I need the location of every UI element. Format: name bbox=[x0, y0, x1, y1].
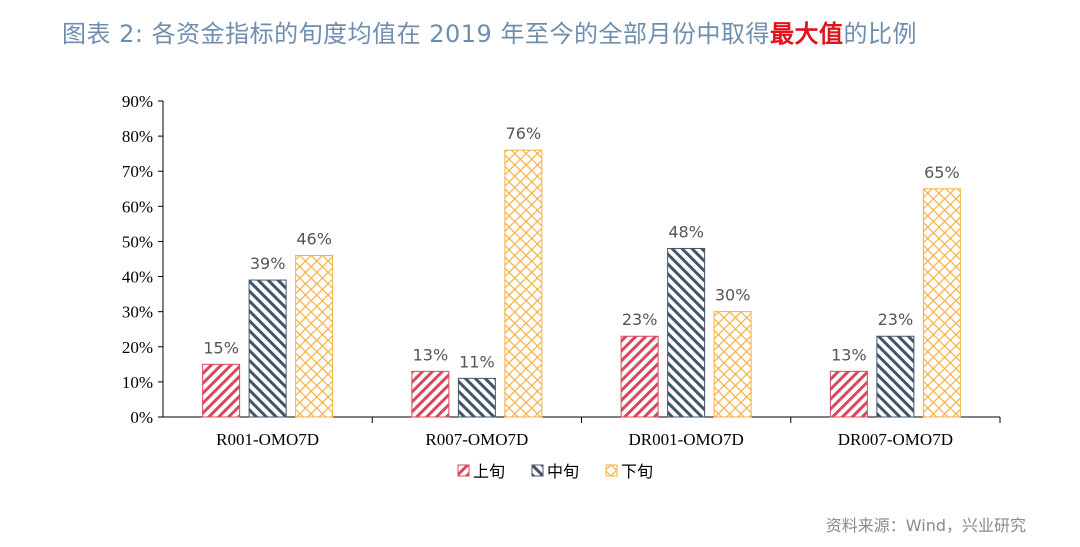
y-tick-label: 40% bbox=[122, 268, 153, 287]
chart-title: 图表 2: 各资金指标的旬度均值在 2019 年至今的全部月份中取得最大值的比例 bbox=[62, 14, 917, 49]
y-tick-label: 10% bbox=[122, 373, 153, 392]
x-tick-label: DR007-OMO7D bbox=[838, 430, 953, 449]
data-label: 13% bbox=[831, 345, 867, 364]
source-note: 资料来源：Wind，兴业研究 bbox=[825, 516, 1026, 535]
title-text: 图表 2: 各资金指标的旬度均值在 2019 年至今的全部月份中取得 bbox=[62, 20, 770, 48]
y-tick-label: 60% bbox=[122, 197, 153, 216]
legend-label: 下旬 bbox=[621, 462, 653, 481]
legend-label: 中旬 bbox=[547, 462, 579, 481]
bar bbox=[829, 370, 868, 418]
y-tick-label: 30% bbox=[122, 303, 153, 322]
y-tick-label: 70% bbox=[122, 162, 153, 181]
legend-swatch bbox=[531, 464, 544, 477]
y-tick-label: 50% bbox=[122, 232, 153, 251]
title-highlight: 最大值 bbox=[769, 20, 844, 48]
data-label: 30% bbox=[715, 286, 751, 305]
data-label: 46% bbox=[296, 229, 332, 248]
y-tick-label: 80% bbox=[122, 127, 153, 146]
bar bbox=[667, 247, 706, 418]
y-tick-label: 20% bbox=[122, 338, 153, 357]
data-label: 65% bbox=[924, 163, 960, 182]
data-label: 48% bbox=[668, 222, 704, 241]
x-tick-label: DR001-OMO7D bbox=[629, 430, 744, 449]
bar bbox=[620, 335, 659, 418]
legend-swatch bbox=[457, 464, 470, 477]
data-label: 11% bbox=[459, 352, 495, 371]
bar bbox=[876, 335, 915, 418]
data-label: 15% bbox=[203, 338, 239, 357]
bar bbox=[202, 363, 241, 418]
bar bbox=[248, 279, 287, 418]
x-tick-label: R001-OMO7D bbox=[216, 430, 319, 449]
bar bbox=[457, 377, 496, 418]
bar bbox=[411, 370, 450, 418]
y-tick-label: 90% bbox=[122, 92, 153, 111]
legend-label: 上旬 bbox=[473, 462, 505, 481]
bar bbox=[713, 311, 752, 418]
data-label: 39% bbox=[250, 254, 286, 273]
bar bbox=[295, 254, 334, 418]
data-label: 23% bbox=[878, 310, 914, 329]
bar bbox=[922, 188, 961, 418]
data-label: 76% bbox=[506, 124, 542, 143]
data-label: 13% bbox=[413, 345, 449, 364]
y-tick-label: 0% bbox=[130, 408, 153, 427]
legend-swatch bbox=[605, 464, 618, 477]
title-suffix: 的比例 bbox=[843, 20, 917, 48]
bar bbox=[504, 149, 543, 418]
data-label: 23% bbox=[622, 310, 658, 329]
x-tick-label: R007-OMO7D bbox=[425, 430, 528, 449]
